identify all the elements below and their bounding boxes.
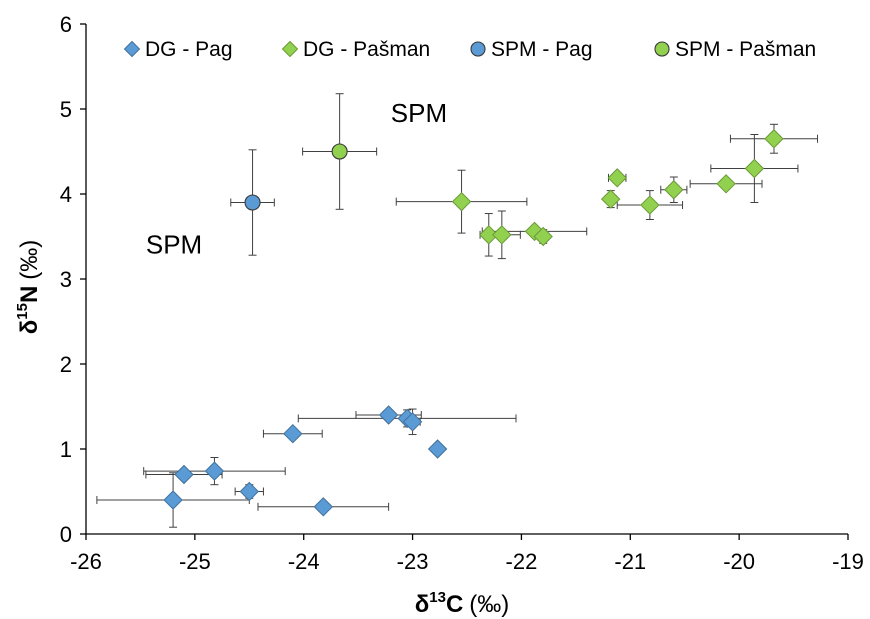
x-tick-label: -22	[506, 549, 538, 574]
legend: DG - Pag DG - Pašman SPM - Pag SPM - Pašman	[123, 38, 816, 61]
data-markers	[163, 129, 784, 517]
diamond-marker	[451, 191, 472, 212]
diamond-marker	[402, 412, 423, 432]
diamond-marker	[204, 461, 225, 481]
diamond-marker	[239, 481, 259, 502]
diamond-marker	[479, 225, 499, 245]
legend-circle-marker	[654, 41, 670, 57]
diamond-marker	[313, 497, 334, 517]
x-tick-labels: -26 -25 -24 -23 -22 -21 -20 -19	[70, 549, 864, 574]
x-axis-title: δ13C (‰)	[415, 589, 510, 618]
y-tick-label: 6	[60, 12, 72, 37]
y-axis-title-superscript: 15	[14, 303, 31, 320]
diamond-marker	[664, 180, 684, 200]
y-tick-label: 5	[60, 97, 72, 122]
x-axis-title-superscript: 13	[429, 589, 446, 606]
y-tick-label: 3	[60, 267, 72, 292]
y-axis-title-unit: (‰)	[16, 240, 43, 280]
diamond-marker	[764, 129, 784, 149]
y-axis-title-symbol: δ	[16, 320, 43, 335]
y-tick-label: 2	[60, 352, 72, 377]
diamond-marker	[607, 168, 627, 188]
diamond-marker	[163, 490, 183, 510]
y-tick-labels: 0 1 2 3 4 5 6	[60, 12, 72, 547]
diamond-marker	[744, 158, 765, 179]
legend-label: SPM - Pag	[491, 38, 593, 61]
diamond-marker	[600, 189, 621, 209]
error-bars	[96, 93, 819, 528]
y-tick-label: 0	[60, 522, 72, 547]
annotation-label: SPM	[146, 230, 202, 260]
legend-diamond-marker	[281, 40, 299, 58]
legend-label: DG - Pašman	[303, 38, 430, 61]
y-tick-label: 1	[60, 437, 72, 462]
x-tick-label: -19	[832, 549, 864, 574]
y-axis-title-element: N	[16, 286, 43, 303]
x-tick-label: -20	[723, 549, 755, 574]
x-axis-title-element: C	[446, 591, 463, 618]
annotation-label: SPM	[391, 98, 447, 128]
diamond-marker	[283, 423, 303, 444]
legend-label: DG - Pag	[145, 38, 233, 61]
x-tick-label: -23	[397, 549, 429, 574]
y-axis-title: δ15N (‰)	[14, 240, 43, 335]
legend-diamond-marker	[123, 40, 141, 58]
diamond-marker	[533, 226, 553, 247]
diamond-marker	[378, 405, 399, 425]
legend-label: SPM - Pašman	[675, 38, 816, 61]
x-tick-label: -21	[614, 549, 646, 574]
legend-circle-marker	[470, 41, 486, 57]
diamond-marker	[427, 439, 448, 459]
x-tick-label: -26	[70, 549, 102, 574]
x-tick-label: -24	[288, 549, 320, 574]
diamond-marker	[716, 174, 736, 194]
axes	[80, 23, 849, 540]
y-tick-label: 4	[60, 182, 72, 207]
diamond-marker	[640, 195, 660, 215]
x-axis-title-unit: (‰)	[469, 591, 509, 618]
diamond-marker	[174, 464, 194, 485]
diamond-marker	[492, 225, 512, 245]
circle-marker	[244, 194, 261, 211]
x-axis-title-symbol: δ	[415, 591, 430, 618]
circle-marker	[331, 143, 348, 160]
annotations: SPM SPM	[146, 98, 447, 260]
x-tick-label: -25	[179, 549, 211, 574]
